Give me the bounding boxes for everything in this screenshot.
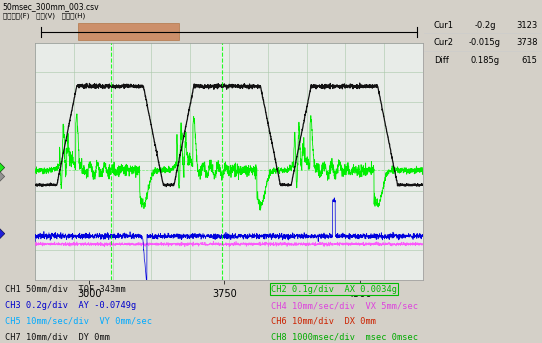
Text: ファイル(F)   表示(V)   ヘルプ(H): ファイル(F) 表示(V) ヘルプ(H) [3,12,85,19]
Text: CH7 10mm/div  DY 0mm: CH7 10mm/div DY 0mm [5,332,111,341]
Text: -0.015g: -0.015g [469,38,501,47]
Text: CH5 10mm/sec/div  VY 0mm/sec: CH5 10mm/sec/div VY 0mm/sec [5,317,152,326]
Text: 0.185g: 0.185g [470,56,500,64]
Text: CH8 1000msec/div  msec 0msec: CH8 1000msec/div msec 0msec [271,332,418,341]
Text: CH2 0.1g/div  AX 0.0034g: CH2 0.1g/div AX 0.0034g [271,284,397,294]
Text: 615: 615 [521,56,538,64]
Text: 3738: 3738 [516,38,538,47]
Text: Cur1: Cur1 [434,21,454,29]
Text: CH6 10mm/div  DX 0mm: CH6 10mm/div DX 0mm [271,317,376,326]
Text: CH4 10mm/sec/div  VX 5mm/sec: CH4 10mm/sec/div VX 5mm/sec [271,301,418,310]
Bar [79,23,179,40]
Text: -0.2g: -0.2g [474,21,496,29]
Text: 50msec_300mm_003.csv: 50msec_300mm_003.csv [3,2,99,11]
Text: 3123: 3123 [516,21,538,29]
Text: Cur2: Cur2 [434,38,454,47]
Text: Diff: Diff [434,56,449,64]
Text: CH1 50mm/div  TOF 343mm: CH1 50mm/div TOF 343mm [5,284,126,294]
Text: CH3 0.2g/div  AY -0.0749g: CH3 0.2g/div AY -0.0749g [5,301,137,310]
